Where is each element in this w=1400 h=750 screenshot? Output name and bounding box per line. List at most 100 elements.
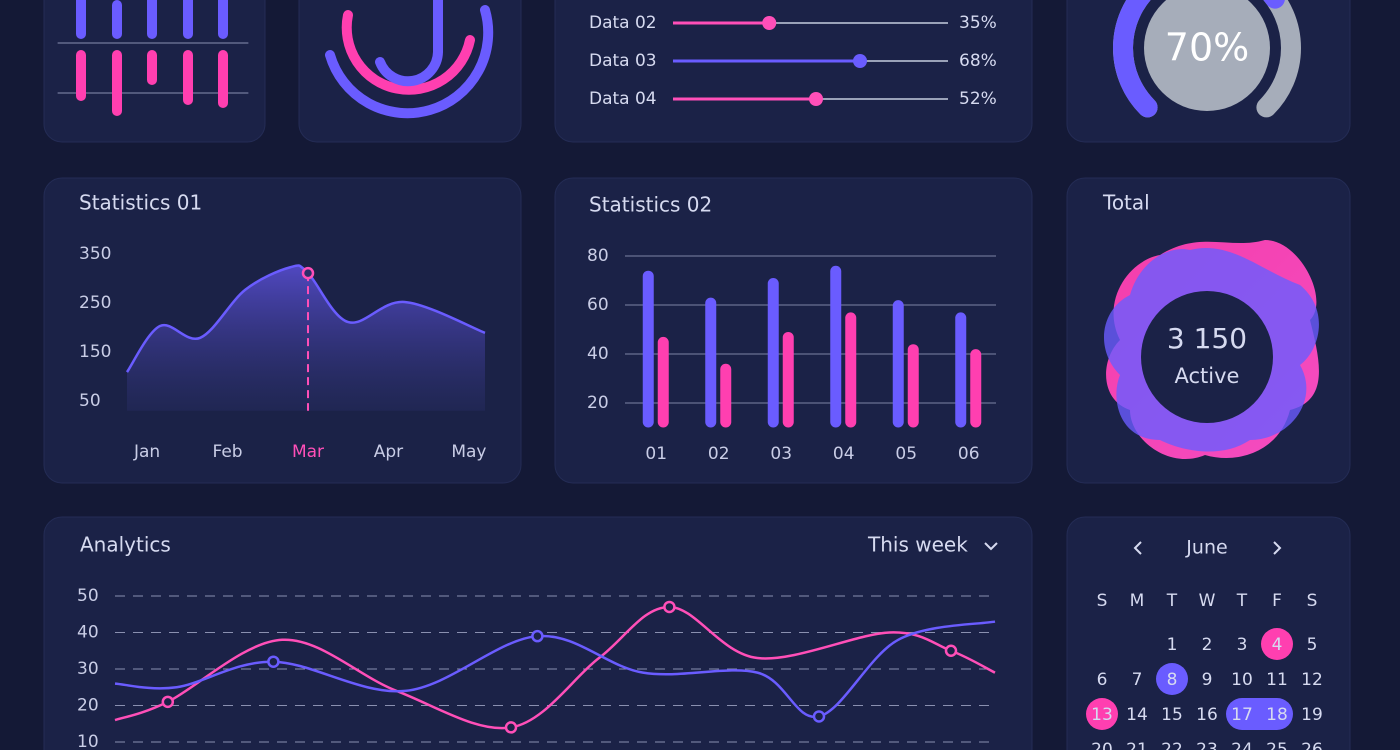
rings (325, 0, 494, 119)
card (554, 0, 1033, 143)
day-highlight (1226, 698, 1293, 730)
day[interactable]: 14 (1126, 705, 1148, 725)
day[interactable]: 21 (1126, 740, 1148, 750)
series-point (267, 655, 280, 668)
weekday: S (1097, 591, 1108, 611)
x-tick-label: May (451, 442, 486, 462)
x-tick-label: 01 (645, 444, 667, 464)
series-point (161, 695, 175, 709)
period-label[interactable]: This week (867, 533, 968, 557)
x-tick-label: Mar (292, 442, 324, 462)
prev-month[interactable] (1133, 541, 1142, 555)
series-point (944, 644, 958, 657)
y-tick-label: 350 (79, 244, 111, 264)
day[interactable]: 1 (1167, 635, 1178, 655)
gauge-value (1113, 0, 1285, 118)
day[interactable]: 24 (1231, 740, 1253, 750)
day[interactable]: 16 (1196, 705, 1218, 725)
y-tick-label: 60 (587, 295, 609, 315)
gauge-label: 70% (1165, 26, 1249, 70)
total-value: 3 150 (1167, 322, 1247, 355)
day-highlight (1261, 628, 1293, 660)
slider-label: Data 03 (589, 51, 657, 71)
day[interactable]: 19 (1301, 705, 1323, 725)
blob-center (1141, 291, 1273, 423)
ring (325, 5, 494, 119)
chevron-down[interactable] (984, 542, 998, 551)
day[interactable]: 3 (1237, 635, 1248, 655)
day[interactable]: 13 (1091, 705, 1113, 725)
x-tick-label: 05 (895, 444, 917, 464)
day[interactable]: 5 (1307, 635, 1318, 655)
series-line (114, 605, 996, 730)
day-highlight (1156, 663, 1188, 695)
day[interactable]: 10 (1231, 670, 1253, 690)
y-tick-label: 10 (77, 732, 99, 750)
day[interactable]: 11 (1266, 670, 1288, 690)
gauge-center (1144, 0, 1270, 111)
ring (375, 0, 443, 87)
slider-knob[interactable] (809, 92, 823, 106)
slider-value: 35% (959, 13, 997, 33)
slider-value: 68% (959, 51, 997, 71)
bar (830, 265, 842, 428)
x-tick-label: Feb (213, 442, 243, 462)
card-title: Analytics (80, 533, 171, 557)
y-tick-label: 40 (587, 344, 609, 364)
weekday: T (1166, 591, 1178, 611)
x-tick-label: 06 (958, 444, 980, 464)
bar (892, 300, 904, 428)
calendar-month: June (1185, 537, 1227, 559)
highlight-point (301, 266, 315, 280)
bar (720, 363, 732, 428)
day[interactable]: 25 (1266, 740, 1288, 750)
day-highlight (1086, 698, 1118, 730)
card (298, 0, 522, 143)
x-tick-label: 02 (708, 444, 730, 464)
x-tick-label: 03 (770, 444, 792, 464)
card-title: Statistics 02 (589, 193, 712, 217)
bar (705, 297, 717, 428)
weekday: M (1130, 591, 1145, 611)
y-tick-label: 50 (77, 586, 99, 606)
slider-label: Data 02 (589, 13, 657, 33)
day[interactable]: 20 (1091, 740, 1113, 750)
day[interactable]: 23 (1196, 740, 1218, 750)
day[interactable]: 9 (1202, 670, 1213, 690)
bar (782, 331, 794, 428)
day[interactable]: 12 (1301, 670, 1323, 690)
day[interactable]: 8 (1167, 670, 1178, 690)
series-point (812, 710, 826, 723)
total-blob (1103, 240, 1319, 459)
mini-bars (57, 0, 249, 116)
ring (341, 10, 475, 95)
total-label: Active (1175, 364, 1240, 388)
period-dropdown[interactable]: This week (867, 533, 998, 557)
x-tick-label: Apr (374, 442, 403, 462)
day[interactable]: 26 (1301, 740, 1323, 750)
day[interactable]: 18 (1266, 705, 1288, 725)
bar (970, 349, 982, 428)
card-title: Total (1102, 191, 1150, 215)
next-month[interactable] (1273, 541, 1282, 555)
slider-knob[interactable] (762, 16, 777, 30)
day[interactable]: 22 (1161, 740, 1183, 750)
day[interactable]: 2 (1202, 635, 1213, 655)
y-tick-label: 20 (77, 696, 99, 716)
bar (907, 344, 919, 428)
day[interactable]: 15 (1161, 705, 1183, 725)
weekday: F (1272, 591, 1282, 611)
y-tick-label: 80 (587, 246, 609, 266)
day[interactable]: 7 (1132, 670, 1143, 690)
area-line (125, 264, 486, 373)
slider-knob[interactable] (853, 54, 867, 68)
day[interactable]: 4 (1272, 635, 1283, 655)
series-point (504, 721, 518, 734)
day[interactable]: 6 (1097, 670, 1108, 690)
day[interactable]: 17 (1231, 705, 1253, 725)
card (1066, 516, 1351, 750)
series-line (114, 620, 996, 718)
x-tick-label: 04 (833, 444, 855, 464)
y-tick-label: 20 (587, 393, 609, 413)
